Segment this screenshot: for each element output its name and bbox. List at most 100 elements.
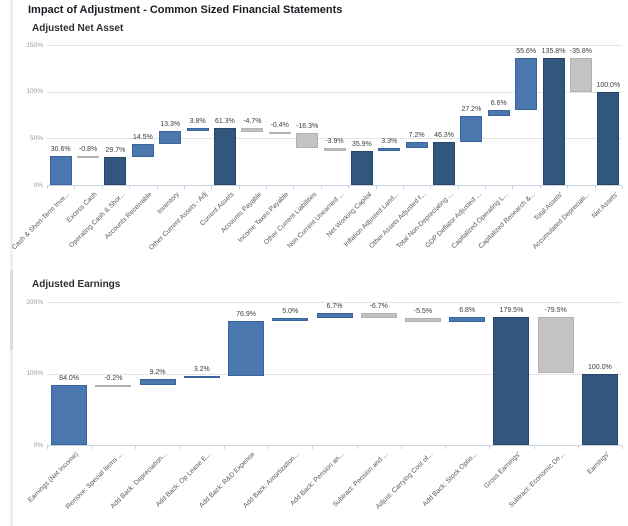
waterfall-bar-negative[interactable] (95, 384, 132, 387)
chart-title-adjusted-net-asset: Adjusted Net Asset (32, 23, 124, 34)
bar-value-label: 3.8% (189, 117, 206, 125)
waterfall-bar-positive[interactable] (183, 376, 220, 379)
bar-value-label: 6.6% (490, 100, 507, 108)
waterfall-bar-negative[interactable] (537, 316, 574, 374)
x-axis-category-label: Inventory (156, 191, 182, 216)
x-axis-tick (512, 186, 514, 189)
bar-value-label: 84.0% (59, 374, 80, 382)
waterfall-bar-positive[interactable] (49, 156, 72, 185)
y-axis-tick-label: 100% (26, 370, 43, 377)
waterfall-bar-positive[interactable] (487, 110, 510, 117)
x-axis-tick (156, 186, 158, 189)
x-axis-tick (567, 186, 569, 189)
x-axis-tick (400, 446, 402, 449)
waterfall-bar-subtotal[interactable] (493, 316, 530, 445)
x-axis-category-label: Capitalized Operating L... (450, 191, 510, 251)
x-axis-line (47, 185, 622, 186)
waterfall-bar-positive[interactable] (449, 316, 486, 322)
bar-value-label: 13.3% (160, 121, 181, 129)
bar-value-label: -4.7% (243, 117, 262, 125)
waterfall-bar-subtotal[interactable] (433, 141, 456, 185)
x-axis-category-label: Add Back: R&D Expense (198, 451, 257, 510)
x-axis-tick (622, 446, 623, 449)
bar-value-label: 14.5% (132, 133, 153, 141)
x-axis-tick (293, 186, 295, 189)
waterfall-bar-positive[interactable] (515, 58, 538, 111)
x-axis-category-label: Inflation Adjusted Land... (342, 191, 401, 249)
x-axis-category-label: Total Assets' (532, 191, 565, 223)
x-axis-category-label: Excess Cash (66, 191, 100, 225)
bar-value-label: -35.8% (569, 48, 593, 56)
y-axis-tick-label: 0% (33, 441, 43, 449)
waterfall-bar-positive[interactable] (131, 143, 154, 158)
x-axis-tick (101, 186, 103, 189)
waterfall-bar-negative[interactable] (404, 317, 441, 322)
waterfall-bar-positive[interactable] (460, 116, 483, 142)
x-axis-category-label: Subtract: Pension and ... (332, 451, 390, 509)
x-axis-category-label: Other Current Assets - Adj (147, 191, 209, 252)
scrollbar-thumb[interactable] (10, 270, 13, 350)
x-axis-category-label: Total Non-Depreciating ... (395, 191, 455, 251)
x-axis-tick (430, 186, 432, 189)
bar-value-label: 6.8% (459, 306, 476, 314)
x-axis-tick (183, 186, 185, 189)
x-axis-tick (223, 446, 225, 449)
x-axis-category-label: Remove: Special Items ... (64, 451, 125, 511)
waterfall-bar-negative[interactable] (360, 312, 397, 318)
x-axis-category-label: GDP Deflator Adjusted ... (423, 191, 483, 250)
x-axis-category-label: Adjust: Carrying Cost of... (374, 451, 434, 511)
waterfall-bar-subtotal[interactable] (542, 58, 565, 185)
waterfall-bar-positive[interactable] (378, 148, 401, 152)
x-axis-category-label: Earnings (Net Income) (27, 451, 81, 505)
x-axis-tick (129, 186, 131, 189)
x-axis-tick (312, 446, 314, 449)
waterfall-bar-negative[interactable] (323, 147, 346, 152)
scrollbar-track[interactable] (10, 0, 13, 526)
x-axis-tick (348, 186, 350, 189)
bar-value-label: 30.6% (50, 146, 71, 154)
waterfall-bar-positive[interactable] (405, 141, 428, 149)
bar-value-label: 76.9% (236, 311, 256, 319)
waterfall-bar-positive[interactable] (159, 131, 182, 144)
x-axis-tick (457, 186, 459, 189)
waterfall-bar-positive[interactable] (272, 317, 309, 322)
bar-value-label: 9.2% (149, 368, 166, 376)
bar-value-label: -3.9% (325, 137, 344, 145)
waterfall-bar-subtotal[interactable] (581, 373, 618, 445)
bar-value-label: 135.8% (541, 48, 566, 56)
waterfall-bar-positive[interactable] (51, 384, 88, 445)
waterfall-bar-subtotal[interactable] (104, 157, 127, 185)
bar-value-label: 61.3% (215, 117, 235, 125)
x-axis-tick (238, 186, 240, 189)
x-axis-tick (485, 186, 487, 189)
x-axis-category-label: Cash & Short-Term Inve... (11, 191, 72, 252)
x-axis-tick (74, 186, 76, 189)
waterfall-bar-subtotal[interactable] (597, 91, 620, 185)
waterfall-bar-positive[interactable] (316, 312, 353, 318)
waterfall-bar-negative[interactable] (77, 156, 100, 159)
waterfall-bar-positive[interactable] (139, 378, 176, 386)
x-axis-category-label: Gross Earnings' (483, 451, 523, 490)
x-axis-category-label: Accounts Receivable (103, 191, 154, 241)
bar-value-label: -79.5% (544, 306, 567, 314)
waterfall-bar-positive[interactable] (228, 321, 265, 377)
bar-value-label: 46.3% (434, 131, 454, 139)
waterfall-bar-subtotal[interactable] (213, 127, 236, 185)
waterfall-bar-subtotal[interactable] (350, 151, 373, 185)
waterfall-bar-negative[interactable] (268, 132, 291, 135)
waterfall-bar-negative[interactable] (296, 132, 319, 148)
waterfall-bar-positive[interactable] (186, 127, 209, 132)
x-axis-tick (489, 446, 491, 449)
waterfall-bar-negative[interactable] (569, 58, 592, 92)
bar-value-label: 6.7% (326, 302, 343, 310)
x-axis-category-label: Earnings' (585, 451, 611, 476)
x-axis-tick (539, 186, 541, 189)
x-axis-category-label: Non Current Unearned ... (286, 191, 346, 250)
waterfall-bar-negative[interactable] (241, 127, 264, 133)
x-axis-tick (320, 186, 322, 189)
x-axis-category-label: Subtract: Economic De... (508, 451, 567, 510)
y-axis-tick-label: 100% (26, 88, 43, 96)
bar-value-label: 5.0% (282, 307, 299, 315)
